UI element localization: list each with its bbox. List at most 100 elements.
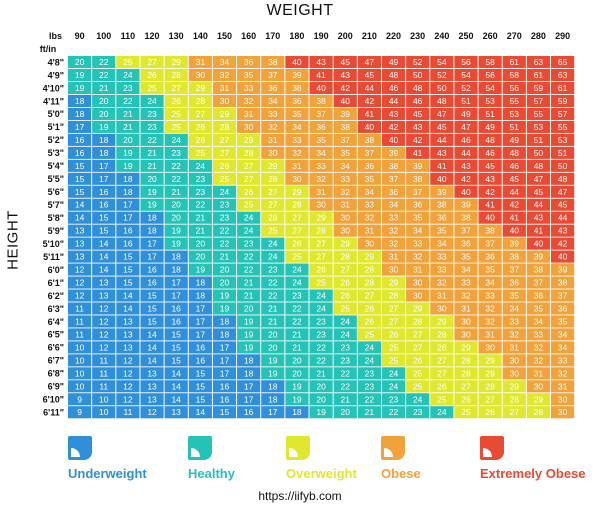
cell-value-label: 16 — [123, 239, 133, 249]
cell-value-label: 49 — [389, 57, 399, 67]
heatmap-cell — [140, 406, 164, 419]
cell-value-label: 23 — [341, 355, 351, 365]
cell-value-label: 26 — [461, 394, 471, 404]
heatmap-cell — [285, 185, 309, 198]
heatmap-cell — [406, 94, 430, 108]
cell-value-label: 30 — [485, 342, 495, 352]
heatmap-cell — [164, 367, 188, 380]
heatmap-cell — [261, 133, 285, 146]
heatmap-cell — [357, 159, 381, 172]
heatmap-cell — [357, 146, 381, 159]
cell-value-label: 34 — [461, 265, 471, 275]
chart-title: WEIGHT — [266, 2, 334, 19]
cell-value-label: 31 — [389, 252, 399, 262]
cell-value-label: 17 — [75, 122, 85, 132]
cell-value-label: 14 — [147, 329, 157, 339]
cell-value-label: 22 — [341, 381, 351, 391]
x-tick-label: 240 — [434, 31, 449, 41]
heatmap-cell — [430, 81, 454, 95]
heatmap-cell — [285, 211, 309, 224]
cell-value-label: 40 — [485, 213, 495, 223]
heatmap-cell — [309, 68, 333, 82]
heatmap-cell — [502, 406, 526, 419]
cell-value-label: 21 — [365, 407, 375, 417]
heatmap-cell — [285, 341, 309, 354]
cell-value-label: 44 — [461, 148, 471, 158]
heatmap-cell — [261, 81, 285, 95]
heatmap-cell — [261, 250, 285, 263]
cell-value-label: 32 — [316, 174, 326, 184]
cell-value-label: 34 — [389, 200, 399, 210]
cell-value-label: 20 — [220, 278, 230, 288]
heatmap-cell — [333, 185, 357, 198]
legend-swatch — [286, 436, 310, 460]
cell-value-label: 25 — [244, 200, 254, 210]
cell-value-label: 42 — [510, 200, 520, 210]
heatmap-cell — [92, 328, 116, 341]
legend-swatch — [68, 436, 92, 460]
heatmap-cell — [237, 133, 261, 146]
cell-value-label: 36 — [558, 303, 568, 313]
cell-value-label: 24 — [123, 70, 133, 80]
heatmap-cell — [381, 146, 406, 159]
heatmap-cell — [478, 159, 502, 172]
cell-value-label: 23 — [196, 174, 206, 184]
cell-value-label: 19 — [292, 381, 302, 391]
y-tick-label: 6'0" — [48, 265, 64, 275]
cell-value-label: 47 — [365, 57, 375, 67]
heatmap-cell — [526, 107, 551, 120]
cell-value-label: 15 — [147, 303, 157, 313]
cell-value-label: 16 — [147, 265, 157, 275]
heatmap-cell — [164, 107, 188, 120]
cell-value-label: 45 — [510, 174, 520, 184]
cell-value-label: 30 — [292, 174, 302, 184]
cell-value-label: 33 — [292, 135, 302, 145]
heatmap-cell — [188, 159, 212, 172]
cell-value-label: 20 — [196, 252, 206, 262]
cell-value-label: 26 — [341, 278, 351, 288]
cell-value-label: 14 — [123, 291, 133, 301]
heatmap-cell — [68, 68, 92, 82]
cell-value-label: 16 — [99, 200, 109, 210]
cell-value-label: 38 — [292, 83, 302, 93]
cell-value-label: 25 — [413, 381, 423, 391]
cell-value-label: 27 — [220, 135, 230, 145]
heatmap-cell — [381, 224, 406, 237]
cell-value-label: 40 — [365, 122, 375, 132]
heatmap-cell — [188, 250, 212, 263]
heatmap-cell — [454, 263, 478, 276]
cell-value-label: 17 — [268, 407, 278, 417]
heatmap-cell — [478, 406, 502, 419]
cell-value-label: 29 — [365, 252, 375, 262]
heatmap-cell — [309, 341, 333, 354]
heatmap-cell — [140, 198, 164, 211]
cell-value-label: 14 — [171, 394, 181, 404]
heatmap-cell — [309, 289, 333, 302]
heatmap-cell — [68, 172, 92, 185]
cell-value-label: 23 — [316, 316, 326, 326]
heatmap-cell — [309, 120, 333, 133]
heatmap-cell — [261, 120, 285, 133]
heatmap-cell — [212, 146, 237, 159]
cell-value-label: 21 — [123, 122, 133, 132]
heatmap-cell — [140, 159, 164, 172]
cell-value-label: 13 — [147, 394, 157, 404]
heatmap-cell — [309, 328, 333, 341]
heatmap-cell — [261, 328, 285, 341]
heatmap-cell — [478, 263, 502, 276]
heatmap-cell — [285, 289, 309, 302]
heatmap-cell — [237, 172, 261, 185]
heatmap-cell — [92, 302, 116, 315]
cell-value-label: 43 — [413, 122, 423, 132]
cell-value-label: 24 — [292, 278, 302, 288]
heatmap-cell — [454, 198, 478, 211]
cell-value-label: 34 — [413, 226, 423, 236]
heatmap-cell — [188, 94, 212, 108]
heatmap-cell — [261, 211, 285, 224]
heatmap-cell — [526, 276, 551, 289]
heatmap-cell — [92, 380, 116, 393]
cell-value-label: 15 — [171, 342, 181, 352]
heatmap-cell — [188, 146, 212, 159]
cell-value-label: 23 — [196, 187, 206, 197]
cell-value-label: 16 — [123, 226, 133, 236]
